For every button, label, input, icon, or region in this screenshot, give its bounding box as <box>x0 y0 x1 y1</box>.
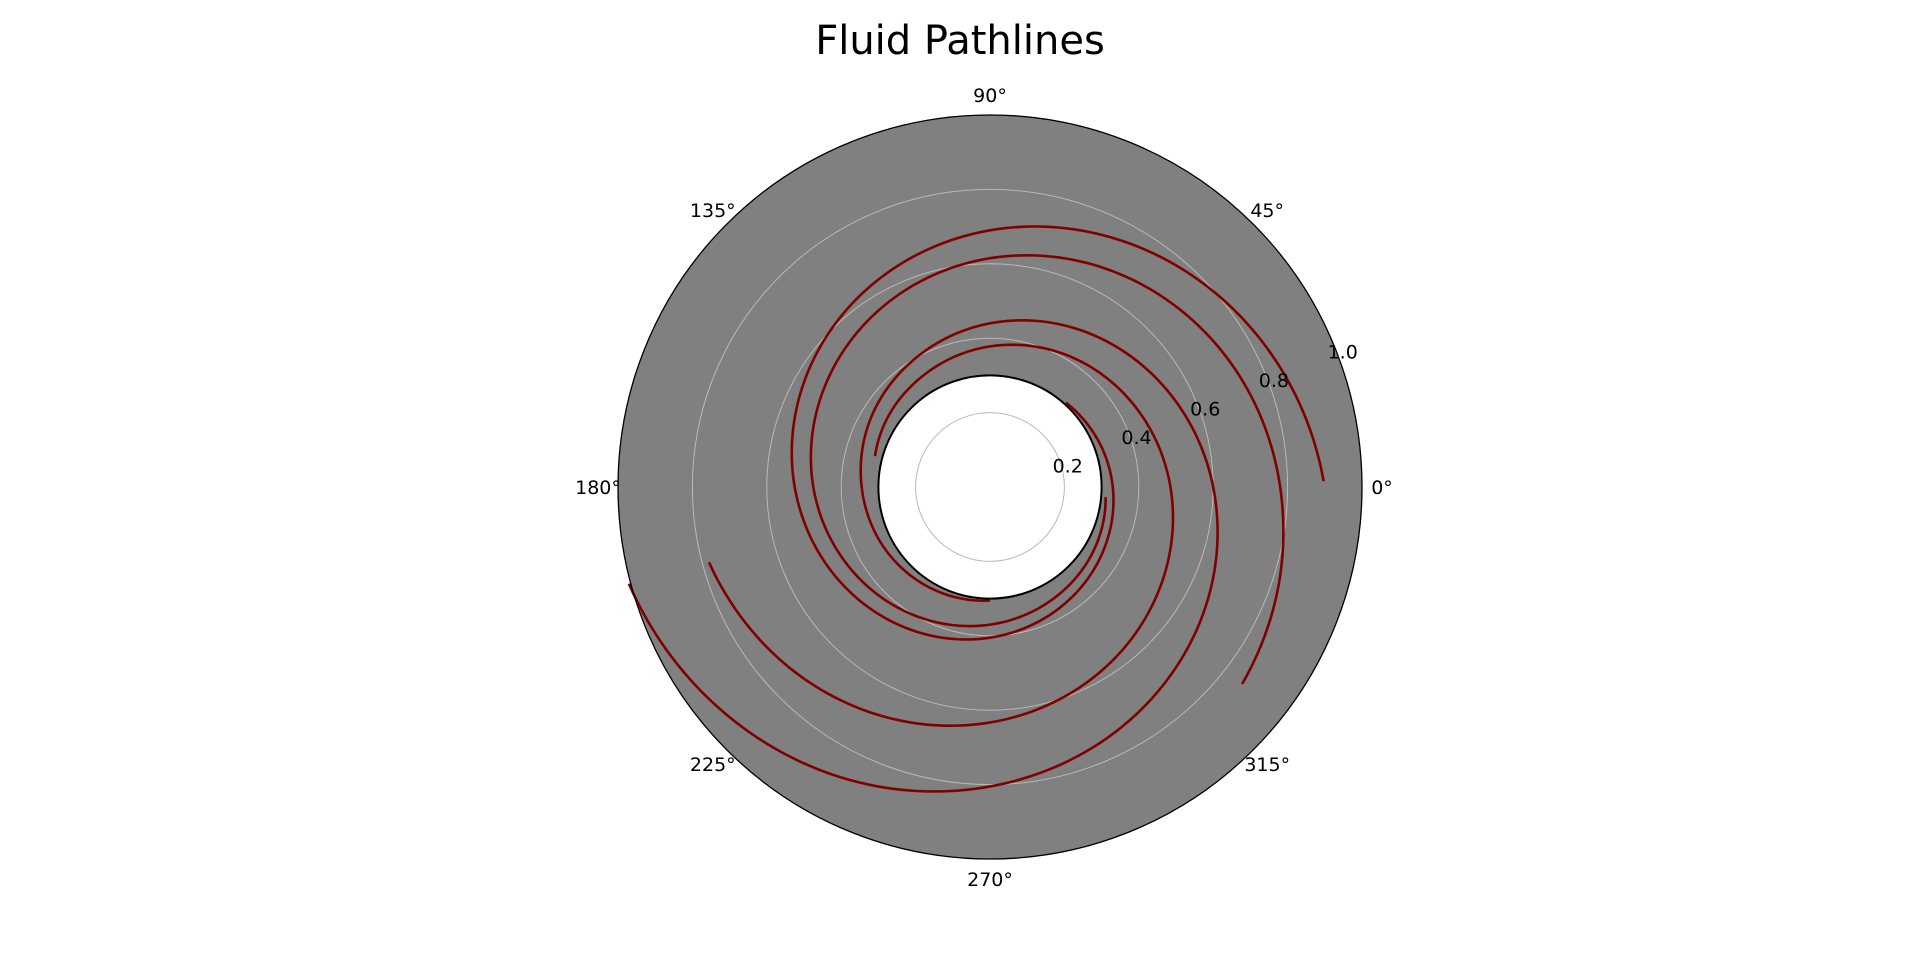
theta-tick-label: 270° <box>967 869 1013 891</box>
theta-tick-label: 90° <box>973 85 1007 107</box>
plot-boundary <box>617 114 1363 860</box>
pathline-4 <box>790 225 1325 641</box>
pathline-3 <box>707 343 1175 728</box>
theta-tick-label: 180° <box>575 477 621 499</box>
inner-hole-disc <box>877 374 1103 600</box>
tick-labels: 0° 45° 90° 135° 180° 225° 270° 315° 0.2 0.4 0.6 0.8… <box>575 85 1393 891</box>
inner-hole <box>617 114 1363 860</box>
theta-tick-label: 225° <box>690 754 736 776</box>
theta-tick-label: 135° <box>690 200 736 222</box>
r-grid-circle <box>840 337 1140 637</box>
r-tick-label: 0.4 <box>1121 427 1151 449</box>
theta-tick-label: 45° <box>1250 200 1284 222</box>
pathline-2 <box>627 319 1219 793</box>
r-tick-label: 0.6 <box>1190 399 1220 421</box>
r-tick-label: 1.0 <box>1328 342 1358 364</box>
theta-tick-label: 315° <box>1244 754 1290 776</box>
r-tick-label: 0.8 <box>1259 370 1289 392</box>
chart-title: Fluid Pathlines <box>815 18 1105 64</box>
r-grid-circle-inner <box>915 412 1065 562</box>
theta-tick-label: 0° <box>1371 477 1393 499</box>
r-tick-label: 0.2 <box>1053 456 1083 478</box>
pathline-1 <box>809 253 1285 685</box>
r-grid-circle <box>691 188 1289 786</box>
pathlines <box>627 225 1325 793</box>
